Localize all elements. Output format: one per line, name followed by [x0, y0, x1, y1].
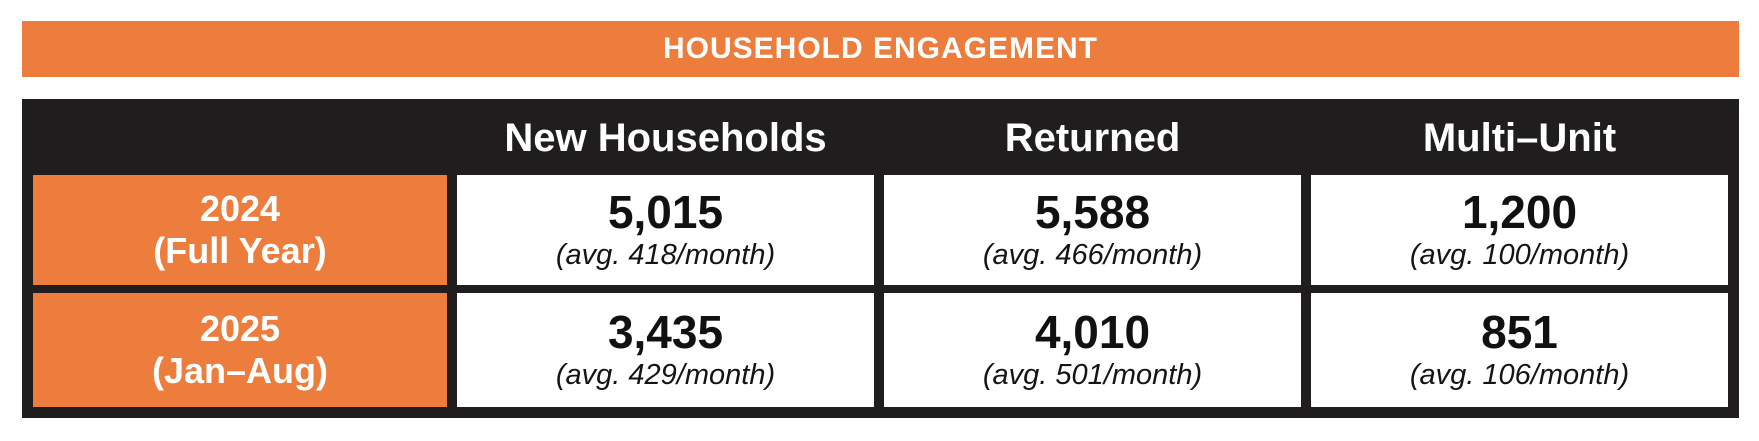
- cell-2025-multi-unit: 851 (avg. 106/month): [1311, 293, 1728, 407]
- row-label-period: (Full Year): [153, 230, 327, 271]
- column-header-new-households: New Households: [504, 115, 827, 160]
- table-corner-spacer: [33, 109, 447, 167]
- cell-monthly-average: (avg. 466/month): [982, 238, 1203, 271]
- engagement-table: New Households Returned Multi–Unit 2024 …: [22, 99, 1739, 418]
- row-label-2024-full-year: 2024 (Full Year): [33, 175, 447, 285]
- cell-value: 851: [1481, 305, 1558, 358]
- row-label-2025-jan-aug: 2025 (Jan–Aug): [33, 293, 447, 407]
- cell-monthly-average: (avg. 501/month): [982, 358, 1203, 391]
- column-header-returned: Returned: [1004, 115, 1181, 160]
- cell-2025-returned: 4,010 (avg. 501/month): [884, 293, 1301, 407]
- row-label-year: 2024: [199, 187, 281, 229]
- cell-monthly-average: (avg. 100/month): [1409, 238, 1630, 271]
- cell-monthly-average: (avg. 418/month): [555, 238, 776, 271]
- title-bar: HOUSEHOLD ENGAGEMENT: [22, 21, 1739, 77]
- cell-value: 1,200: [1461, 185, 1578, 238]
- cell-monthly-average: (avg. 429/month): [555, 358, 776, 391]
- cell-monthly-average: (avg. 106/month): [1409, 358, 1630, 391]
- cell-value: 4,010: [1034, 305, 1151, 358]
- cell-2024-multi-unit: 1,200 (avg. 100/month): [1311, 175, 1728, 285]
- cell-value: 3,435: [607, 305, 724, 358]
- page-title: HOUSEHOLD ENGAGEMENT: [662, 32, 1099, 65]
- cell-value: 5,588: [1034, 185, 1151, 238]
- column-header-multi-unit: Multi–Unit: [1422, 115, 1617, 160]
- cell-2024-returned: 5,588 (avg. 466/month): [884, 175, 1301, 285]
- row-label-period: (Jan–Aug): [151, 350, 328, 391]
- cell-2024-new-households: 5,015 (avg. 418/month): [457, 175, 874, 285]
- cell-value: 5,015: [607, 185, 724, 238]
- cell-2025-new-households: 3,435 (avg. 429/month): [457, 293, 874, 407]
- row-label-year: 2025: [199, 307, 281, 349]
